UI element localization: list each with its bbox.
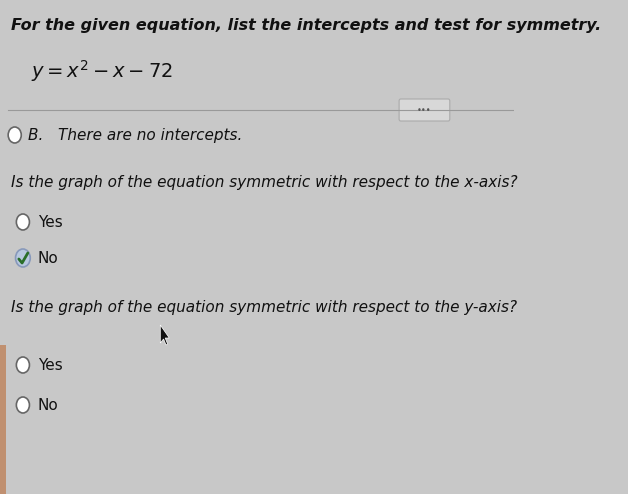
Polygon shape [160,325,170,345]
Circle shape [8,127,21,143]
Text: •••: ••• [417,106,432,115]
Circle shape [16,397,30,413]
Text: Is the graph of the equation symmetric with respect to the y-axis?: Is the graph of the equation symmetric w… [11,300,517,315]
Text: $y=x^2-x-72$: $y=x^2-x-72$ [31,58,173,84]
Bar [0,345,6,494]
Text: No: No [38,250,58,265]
Text: For the given equation, list the intercepts and test for symmetry.: For the given equation, list the interce… [11,18,602,33]
Circle shape [16,249,30,267]
Text: Is the graph of the equation symmetric with respect to the x-axis?: Is the graph of the equation symmetric w… [11,175,518,190]
Text: Yes: Yes [38,214,62,230]
Text: No: No [38,398,58,412]
Circle shape [16,214,30,230]
Text: B.   There are no intercepts.: B. There are no intercepts. [28,127,242,142]
Text: Yes: Yes [38,358,62,372]
Circle shape [16,357,30,373]
FancyBboxPatch shape [399,99,450,121]
